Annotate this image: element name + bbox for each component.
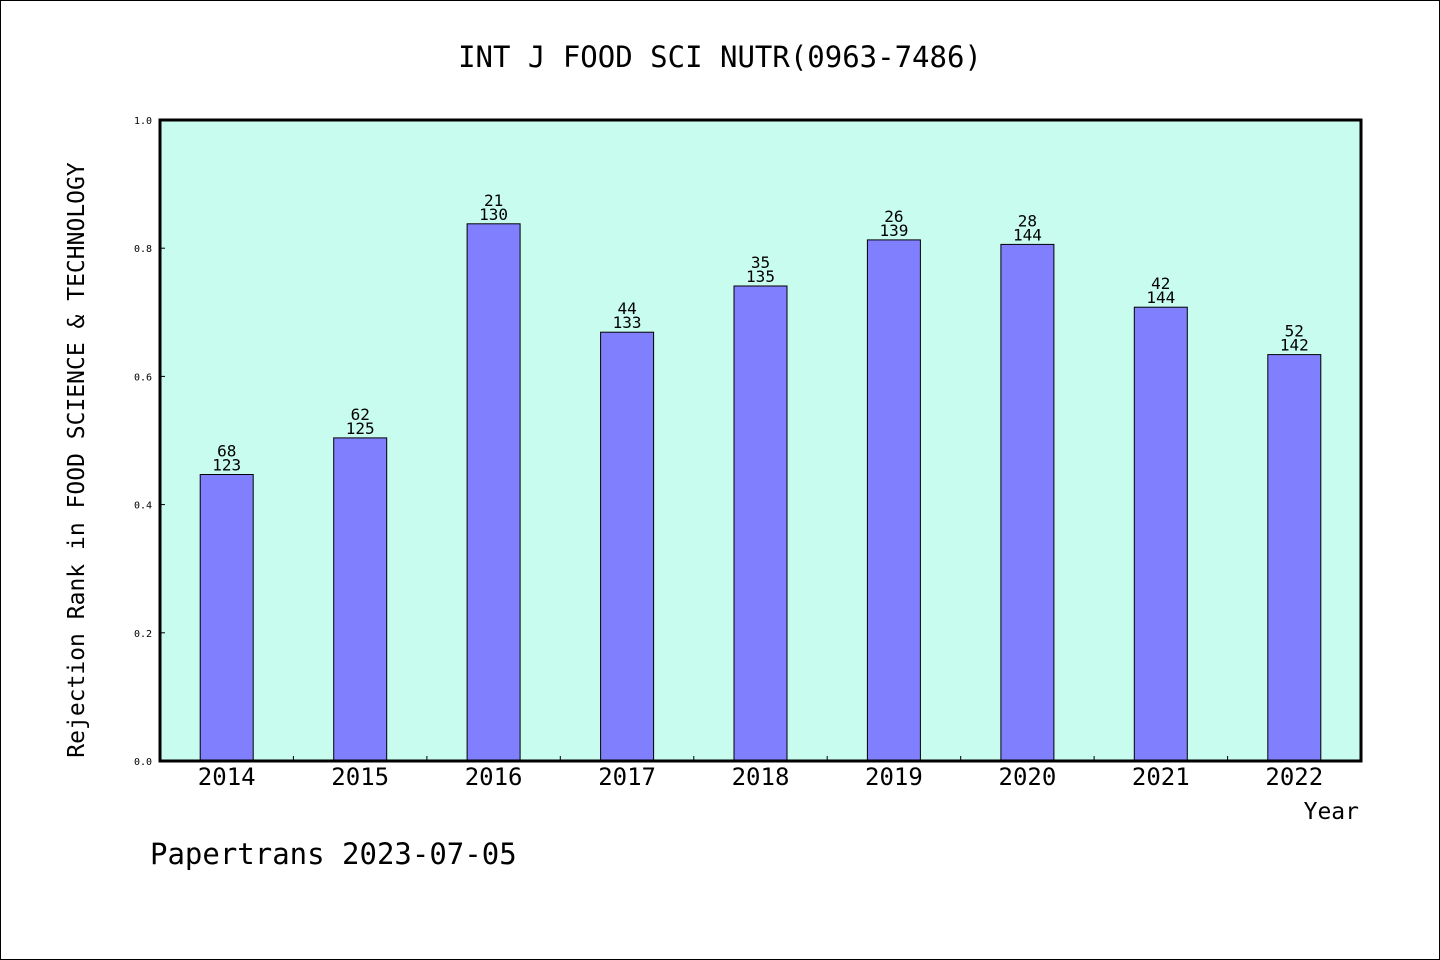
bar-label-bottom-2014: 123 — [212, 456, 241, 475]
bar-2015 — [333, 437, 388, 762]
bar-2017 — [600, 331, 655, 762]
ticks-layer: 2014 2015 2016 2017 2018 2019 2020 2021 2022 0.0 0… — [134, 116, 1323, 791]
bar-2021 — [1133, 306, 1188, 762]
bar-2020 — [1000, 243, 1055, 762]
x-tick-label-2021: 2021 — [1132, 763, 1190, 791]
x-axis-label: Year — [1304, 799, 1359, 825]
bar-label-top-2016: 21 — [484, 191, 503, 210]
bar-label-bottom-2018: 135 — [746, 267, 775, 286]
bar-label-bottom-2020: 144 — [1013, 225, 1042, 244]
bar-label-top-2020: 28 — [1018, 211, 1037, 230]
bar-label-bottom-2022: 142 — [1280, 336, 1309, 355]
bar-label-top-2022: 52 — [1285, 322, 1304, 341]
bar-2022 — [1267, 354, 1322, 762]
y-tick-label-0.4: 0.4 — [134, 501, 152, 512]
y-axis-label: Rejection Rank in FOOD SCIENCE & TECHNOL… — [64, 162, 90, 758]
x-tick-label-2016: 2016 — [465, 763, 523, 791]
x-tick-label-2020: 2020 — [999, 763, 1057, 791]
bar-label-bottom-2015: 125 — [346, 419, 375, 438]
x-tick-label-2019: 2019 — [865, 763, 923, 791]
bar-label-bottom-2017: 133 — [613, 313, 642, 332]
bar-label-top-2014: 68 — [217, 442, 236, 461]
bar-label-bottom-2019: 139 — [879, 221, 908, 240]
bar-label-bottom-2021: 144 — [1146, 288, 1175, 307]
y-tick-label-0.2: 0.2 — [134, 629, 152, 640]
y-tick-label-0.0: 0.0 — [134, 757, 152, 768]
y-tick-label-0.8: 0.8 — [134, 244, 152, 255]
chart-title: INT J FOOD SCI NUTR(0963-7486) — [458, 40, 982, 74]
bars-layer — [199, 223, 1322, 762]
bar-label-top-2015: 62 — [351, 405, 370, 424]
bar-2019 — [866, 239, 921, 762]
bar-label-top-2017: 44 — [617, 299, 636, 318]
x-tick-label-2014: 2014 — [198, 763, 256, 791]
bar-2014 — [199, 474, 254, 762]
footer-text: Papertrans 2023-07-05 — [150, 837, 517, 871]
x-tick-label-2018: 2018 — [732, 763, 790, 791]
bar-label-top-2018: 35 — [751, 253, 770, 272]
bar-label-bottom-2016: 130 — [479, 205, 508, 224]
x-tick-label-2017: 2017 — [598, 763, 656, 791]
plot-border — [158, 118, 1363, 763]
bar-2016 — [466, 223, 521, 762]
y-tick-label-0.6: 0.6 — [134, 372, 152, 383]
bar-label-top-2021: 42 — [1151, 274, 1170, 293]
x-tick-label-2015: 2015 — [331, 763, 389, 791]
bar-2018 — [733, 285, 788, 762]
x-tick-label-2022: 2022 — [1265, 763, 1323, 791]
y-tick-label-1.0: 1.0 — [134, 116, 152, 127]
bar-label-top-2019: 26 — [884, 207, 903, 226]
